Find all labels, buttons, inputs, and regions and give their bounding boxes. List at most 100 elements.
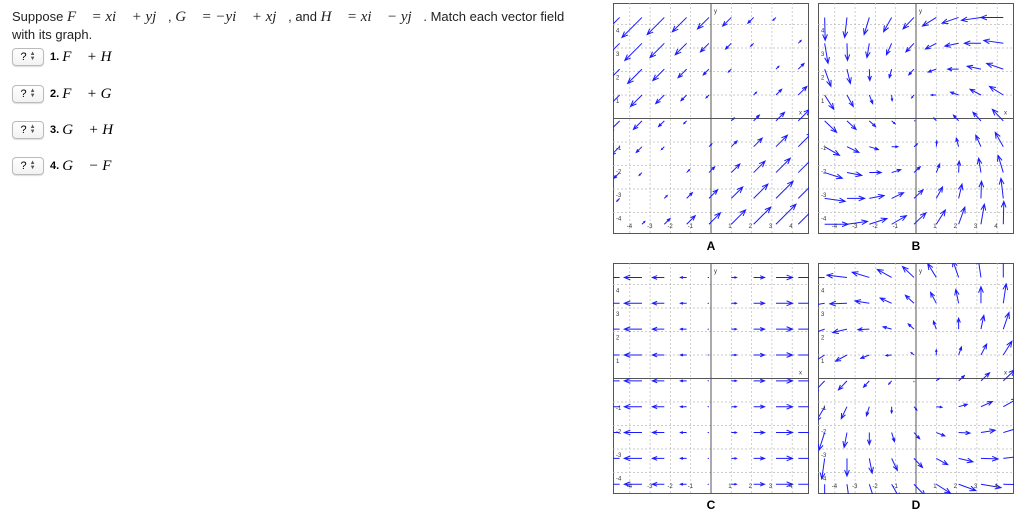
vector-arrow xyxy=(629,94,643,108)
vector-arrow xyxy=(824,484,826,494)
item-number: 2. xyxy=(50,88,60,100)
x-tick-label: 4 xyxy=(994,224,998,230)
vector-arrow xyxy=(798,302,809,304)
vector-arrow xyxy=(982,38,1004,45)
vector-arrow xyxy=(651,275,665,280)
vector-arrow xyxy=(1003,483,1014,485)
vector-arrow xyxy=(891,458,898,472)
answer-select-3[interactable]: ? ▲ ▼ xyxy=(12,121,44,139)
vector-arrow xyxy=(797,62,805,70)
vector-arrow xyxy=(1003,398,1014,408)
vector-arrow xyxy=(936,405,944,409)
vector-arrow xyxy=(731,405,738,408)
vector-arrow xyxy=(613,17,621,25)
vector-arrow xyxy=(891,145,900,149)
answer-select-2[interactable]: ? ▲ ▼ xyxy=(12,85,44,103)
vector-arrow xyxy=(632,120,643,131)
vector-arrow xyxy=(753,206,772,225)
vector-arrow xyxy=(775,300,794,307)
x-tick-label: -1 xyxy=(688,484,694,490)
x-tick-label: -1 xyxy=(688,224,694,230)
vector-arrow xyxy=(943,42,959,48)
vector-arrow xyxy=(935,348,938,355)
graph-label-c: C xyxy=(706,498,716,512)
stepper-icon: ▲ ▼ xyxy=(29,124,36,135)
vector-arrow xyxy=(863,17,870,36)
vector-arrow xyxy=(887,380,893,386)
vector-arrow xyxy=(962,40,981,47)
vector-arrow xyxy=(798,380,809,382)
vector-arrow xyxy=(1002,282,1009,304)
vector-arrow xyxy=(1002,311,1010,330)
vector-arrow xyxy=(613,172,621,180)
vector-arrow xyxy=(746,17,754,25)
x-tick-label: -3 xyxy=(852,224,858,230)
vector-arrow xyxy=(991,108,1004,122)
vector-arrow xyxy=(615,198,621,203)
vector-arrow xyxy=(775,157,792,173)
vector-arrow xyxy=(865,406,870,418)
vector-arrow xyxy=(622,403,642,410)
vector-arrow xyxy=(613,94,621,103)
vector-arrow xyxy=(674,42,687,56)
vector-arrow xyxy=(613,457,620,459)
vector-arrow xyxy=(949,91,959,96)
graph-label-d: D xyxy=(911,498,921,512)
vector-arrow xyxy=(679,405,687,409)
vector-arrow xyxy=(891,483,900,494)
vector-arrow xyxy=(1002,263,1004,278)
vector-arrow xyxy=(797,186,809,199)
vector-arrow xyxy=(797,161,809,173)
item-expression: G⃗ − F⃗ xyxy=(62,157,124,174)
vector-arrow xyxy=(935,185,944,199)
vector-arrow xyxy=(824,68,832,88)
vector-arrow xyxy=(913,432,921,440)
vector-arrow xyxy=(775,111,786,122)
vector-arrow xyxy=(907,323,915,330)
x-tick-label: -1 xyxy=(893,224,899,230)
vector-arrow xyxy=(956,316,961,330)
vector-arrow xyxy=(613,68,621,77)
y-tick-label: -2 xyxy=(821,170,827,176)
vector-arrow xyxy=(708,188,719,199)
vector-arrow xyxy=(882,17,893,33)
x-tick-label: -3 xyxy=(647,484,653,490)
x-tick-label: -3 xyxy=(647,224,653,230)
vector-arrow xyxy=(902,17,915,30)
vector-arrow xyxy=(856,327,870,332)
vector-arrow xyxy=(878,297,892,304)
vector-arrow xyxy=(824,43,830,65)
vector-arrow xyxy=(1002,369,1014,382)
answer-select-1[interactable]: ? ▲ ▼ xyxy=(12,48,44,66)
item-number: 3. xyxy=(50,124,60,136)
answer-select-4[interactable]: ? ▲ ▼ xyxy=(12,157,44,175)
vector-arrow xyxy=(775,203,797,225)
vector-arrow xyxy=(708,142,713,148)
vector-arrow xyxy=(775,481,794,488)
question-text: Suppose F⃗ = xi⃗ + yj⃗, G⃗ = −yi⃗ + xj⃗,… xyxy=(12,9,565,42)
match-item-2: ? ▲ ▼ 2. F⃗ + G⃗ xyxy=(12,84,123,104)
vector-arrow xyxy=(651,430,665,435)
vector-arrow xyxy=(971,111,982,122)
vector-arrow xyxy=(753,114,761,122)
y-tick-label: 3 xyxy=(821,52,825,58)
vector-arrow xyxy=(721,17,732,27)
vector-arrow xyxy=(797,39,803,44)
vector-arrow xyxy=(657,120,665,128)
vector-arrow xyxy=(929,291,937,304)
vector-arrow xyxy=(888,69,893,80)
x-tick-label: -4 xyxy=(832,484,838,490)
vector-arrow xyxy=(979,14,1004,21)
x-axis-label: x xyxy=(799,111,802,117)
vector-arrow xyxy=(837,380,848,391)
y-tick-label: -4 xyxy=(616,477,622,483)
vector-arrow xyxy=(772,17,777,22)
y-tick-label: -1 xyxy=(821,146,827,152)
vector-arrow xyxy=(798,328,809,330)
vector-arrow xyxy=(907,68,915,76)
vector-arrow xyxy=(913,211,927,225)
match-item-3: ? ▲ ▼ 3. G⃗ + H⃗ xyxy=(12,120,125,140)
vector-arrow xyxy=(935,377,941,382)
graph-d: -4 -4 -3 -3 -2 -2 -1 -1 1 1 2 2 3 3 4 4 x y xyxy=(818,263,1014,494)
vector-arrow xyxy=(846,69,852,85)
